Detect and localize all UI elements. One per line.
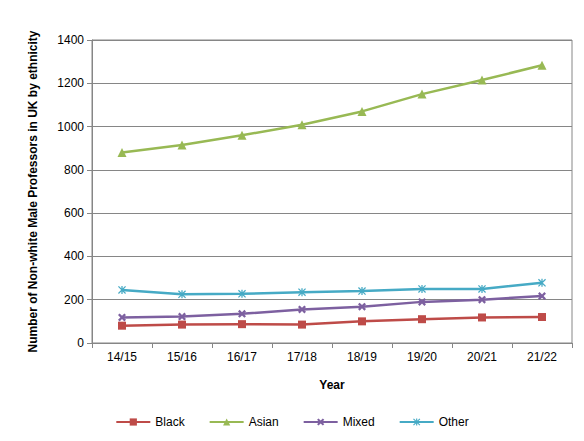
svg-text:17/18: 17/18	[287, 350, 317, 364]
svg-text:15/16: 15/16	[167, 350, 197, 364]
svg-text:0: 0	[77, 336, 84, 350]
svg-text:800: 800	[64, 163, 84, 177]
svg-text:19/20: 19/20	[407, 350, 437, 364]
svg-text:Black: Black	[155, 415, 185, 429]
svg-text:18/19: 18/19	[347, 350, 377, 364]
svg-text:1400: 1400	[57, 33, 84, 47]
svg-text:14/15: 14/15	[107, 350, 137, 364]
svg-text:Mixed: Mixed	[343, 415, 375, 429]
svg-text:600: 600	[64, 206, 84, 220]
svg-text:1000: 1000	[57, 120, 84, 134]
svg-text:1200: 1200	[57, 76, 84, 90]
svg-text:Asian: Asian	[249, 415, 279, 429]
svg-text:Year: Year	[319, 378, 345, 392]
svg-text:20/21: 20/21	[467, 350, 497, 364]
svg-text:Number of Non-white Male Profe: Number of Non-white Male Professors in U…	[26, 30, 40, 352]
svg-text:21/22: 21/22	[527, 350, 557, 364]
svg-text:16/17: 16/17	[227, 350, 257, 364]
svg-text:Other: Other	[439, 415, 469, 429]
svg-text:400: 400	[64, 249, 84, 263]
svg-text:200: 200	[64, 293, 84, 307]
